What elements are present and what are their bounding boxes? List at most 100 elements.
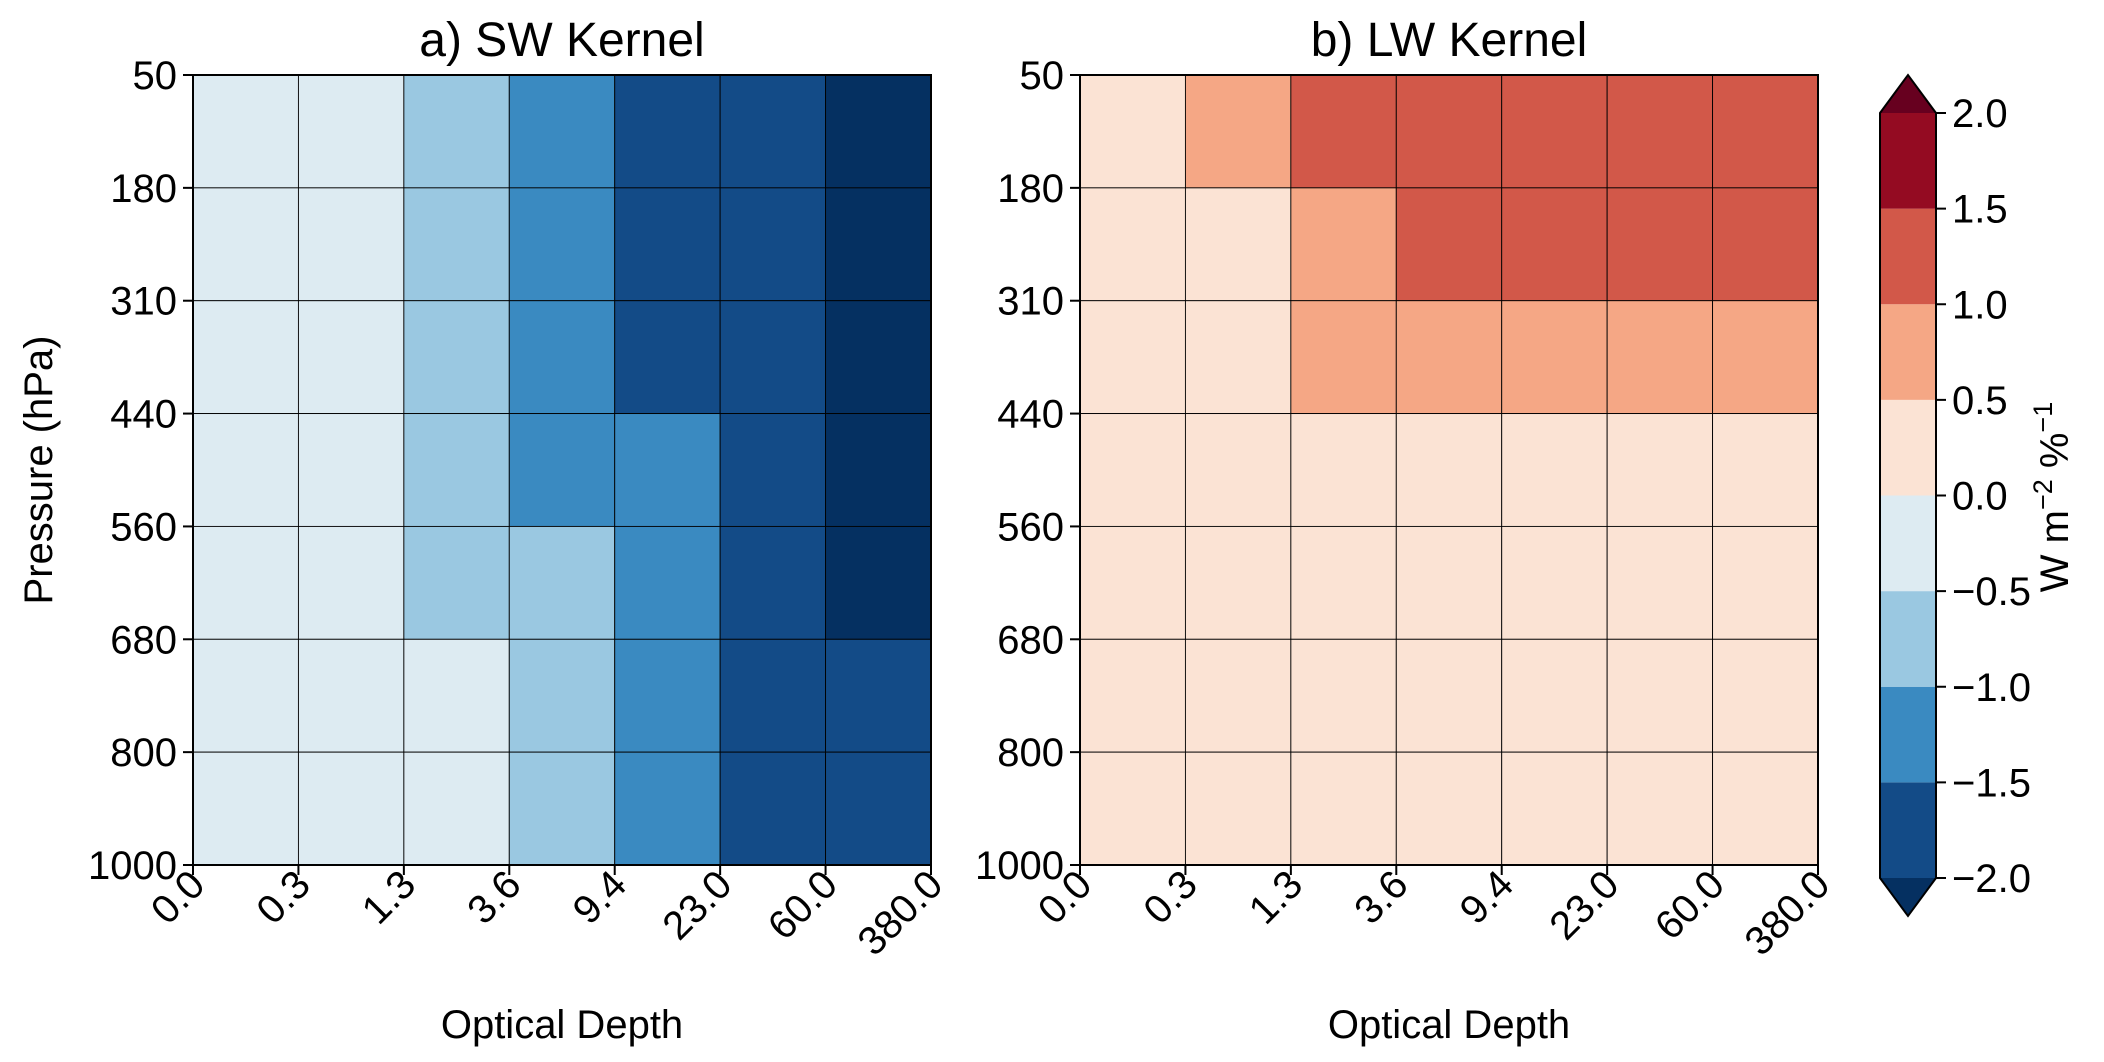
heatmap-cell (1184, 413, 1292, 527)
heatmap-cell (1184, 525, 1292, 640)
panel-a-cells (192, 74, 932, 866)
x-tick-label: 0.3 (1135, 862, 1205, 932)
heatmap-cell (1712, 74, 1819, 189)
colorbar-segment (1880, 591, 1936, 687)
colorbar-extend-high (1880, 75, 1936, 113)
heatmap-cell (403, 187, 510, 302)
x-tick-label: 60.0 (760, 862, 846, 948)
y-tick-label: 310 (997, 280, 1064, 324)
heatmap-cell (1395, 751, 1503, 866)
heatmap-cell (1290, 638, 1397, 753)
heatmap-cell (825, 413, 932, 527)
y-tick-label: 800 (110, 731, 177, 775)
colorbar-tick-label: −0.5 (1952, 570, 2031, 614)
heatmap-cell (1079, 525, 1186, 640)
colorbar-segment (1880, 208, 1936, 305)
heatmap-cell (825, 525, 932, 640)
y-tick-label: 560 (997, 505, 1064, 549)
heatmap-cell (1501, 525, 1608, 640)
heatmap-cell (508, 638, 616, 753)
heatmap-cell (508, 751, 616, 866)
x-tick-label: 23.0 (1541, 862, 1627, 948)
y-tick-label: 50 (1020, 54, 1065, 98)
heatmap-cell (1712, 751, 1819, 866)
colorbar-segment (1880, 782, 1936, 878)
colorbar-ticks: 2.0 1.5 1.0 0.5 0.0 −0.5 −1.0 −1.5 −2.0 (1936, 92, 2031, 901)
heatmap-cell (1606, 638, 1714, 753)
x-tick-label: 1.3 (1241, 862, 1311, 932)
y-tick-label: 440 (997, 393, 1064, 437)
heatmap-cell (1501, 74, 1608, 189)
x-tick-label: 1.3 (354, 862, 424, 932)
heatmap-cell (1395, 413, 1503, 527)
heatmap-cell (614, 300, 721, 415)
x-tick-label: 23.0 (654, 862, 740, 948)
colorbar-tick-label: −1.0 (1952, 666, 2031, 710)
heatmap-cell (1290, 413, 1397, 527)
colorbar-tick-label: 0.5 (1952, 379, 2008, 423)
colorbar-label: W m−2 %−1 (2028, 402, 2077, 592)
heatmap-cell (1501, 300, 1608, 415)
heatmap-cell (192, 638, 299, 753)
y-tick-label: 560 (110, 505, 177, 549)
heatmap-cell (825, 638, 932, 753)
x-tick-label: 0.3 (248, 862, 318, 932)
heatmap-cell (1501, 413, 1608, 527)
y-tick-label: 50 (133, 54, 178, 98)
colorbar-tick-label: 0.0 (1952, 475, 2008, 519)
colorbar-tick-label: −2.0 (1952, 857, 2031, 901)
heatmap-cell (1079, 751, 1186, 866)
colorbar-segment (1880, 113, 1936, 209)
heatmap-cell (1606, 300, 1714, 415)
heatmap-cell (1184, 638, 1292, 753)
heatmap-cell (1712, 187, 1819, 302)
colorbar-segment (1880, 399, 1936, 496)
heatmap-cell (1501, 638, 1608, 753)
y-tick-label: 680 (110, 618, 177, 662)
heatmap-cell (825, 300, 932, 415)
heatmap-cell (297, 300, 405, 415)
panel-b-xlabel: Optical Depth (1328, 1003, 1570, 1047)
heatmap-cell (719, 74, 827, 189)
y-tick-label: 180 (110, 167, 177, 211)
heatmap-cell (1712, 525, 1819, 640)
colorbar-tick-label: −1.5 (1952, 761, 2031, 805)
heatmap-cell (192, 74, 299, 189)
heatmap-cell (1079, 300, 1186, 415)
heatmap-cell (1501, 751, 1608, 866)
heatmap-cell (1712, 638, 1819, 753)
x-tick-label: 3.6 (1346, 862, 1416, 932)
heatmap-cell (614, 525, 721, 640)
heatmap-cell (1290, 74, 1397, 189)
heatmap-cell (1501, 187, 1608, 302)
heatmap-cell (825, 187, 932, 302)
y-tick-label: 1000 (975, 844, 1064, 888)
colorbar-segments (1879, 73, 1937, 918)
heatmap-cell (1712, 413, 1819, 527)
heatmap-cell (1606, 74, 1714, 189)
panel-a-ylabel: Pressure (hPa) (17, 336, 61, 605)
colorbar-segment (1880, 686, 1936, 783)
heatmap-cell (1079, 413, 1186, 527)
panel-b-title: b) LW Kernel (1311, 14, 1588, 67)
heatmap-cell (508, 187, 616, 302)
heatmap-cell (1184, 74, 1292, 189)
panel-b: b) LW Kernel 5018031044056068080010000.0… (975, 14, 1838, 1047)
x-tick-label: 380.0 (849, 862, 951, 964)
heatmap-cell (1395, 187, 1503, 302)
heatmap-cell (1184, 751, 1292, 866)
x-tick-label: 60.0 (1647, 862, 1733, 948)
colorbar-extend-low (1880, 878, 1936, 916)
colorbar-tick-label: 1.0 (1952, 283, 2008, 327)
heatmap-cell (1395, 300, 1503, 415)
y-tick-label: 310 (110, 280, 177, 324)
heatmap-cell (297, 413, 405, 527)
colorbar-segment (1880, 304, 1936, 400)
x-tick-label: 9.4 (565, 862, 635, 932)
heatmap-cell (508, 413, 616, 527)
heatmap-cell (297, 74, 405, 189)
heatmap-cell (1606, 413, 1714, 527)
y-tick-label: 180 (997, 167, 1064, 211)
heatmap-cell (192, 187, 299, 302)
